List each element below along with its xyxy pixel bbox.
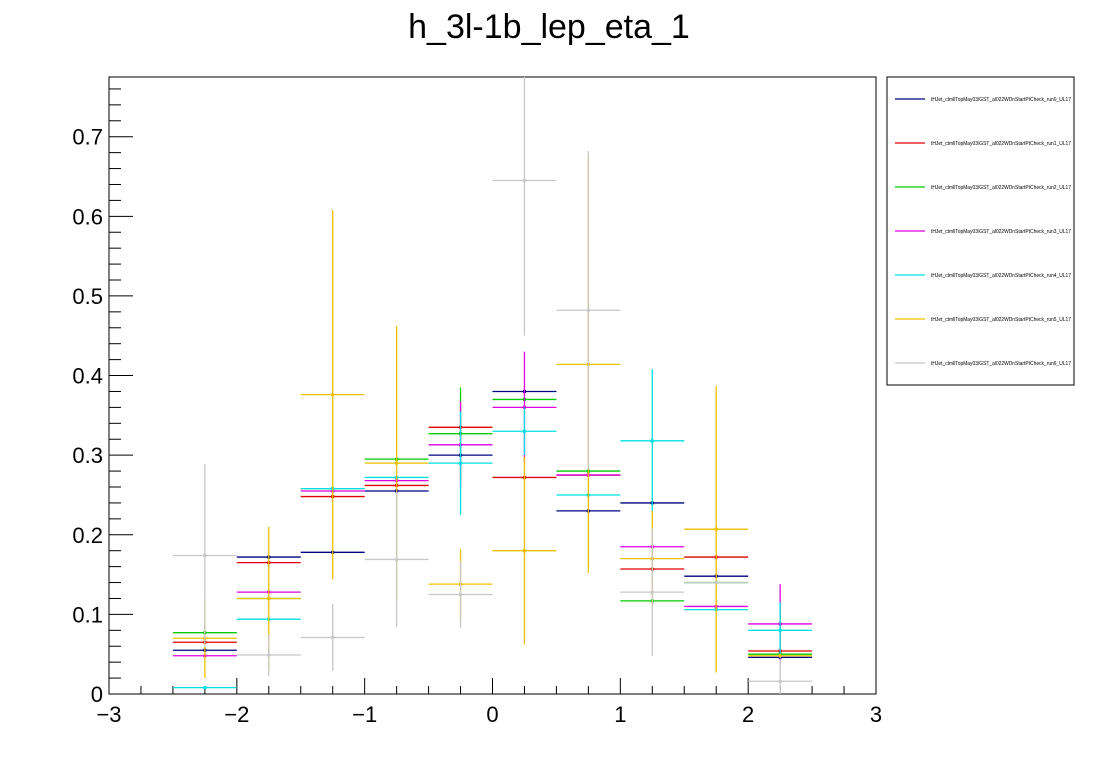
- data-point: [394, 461, 399, 465]
- x-tick-label: 1: [614, 702, 626, 727]
- data-point: [522, 429, 527, 434]
- data-point: [458, 592, 463, 597]
- legend-entry-label: tHJet_ctmllTopMay03/GST_al022WDnStartPtC…: [931, 185, 1071, 191]
- data-point: [778, 628, 782, 633]
- x-tick-label: −3: [96, 702, 121, 727]
- y-tick-label: 0.5: [72, 284, 103, 309]
- y-tick-label: 0.6: [72, 204, 103, 229]
- axes: −3 −2 −1 0 1 2 3 0 0.1 0.2 0.3 0.4 0.5 0.6 0.7: [72, 76, 882, 727]
- series-layer: [172, 77, 813, 694]
- data-point: [458, 461, 463, 465]
- data-point: [266, 596, 271, 601]
- x-tick-label: −1: [352, 702, 377, 727]
- legend: tHJet_ctmllTopMay03/GST_al022WDnStartPtC…: [886, 76, 1075, 386]
- y-tick-label: 0: [91, 682, 103, 707]
- y-tick-label: 0.1: [72, 602, 103, 627]
- data-point: [522, 178, 527, 183]
- data-point: [394, 557, 399, 562]
- data-point: [266, 653, 271, 657]
- data-point: [714, 580, 719, 585]
- data-point: [330, 635, 335, 640]
- legend-entry-label: tHJet_ctmllTopMay03/GST_al022WDnStartPtC…: [931, 97, 1071, 103]
- data-point: [714, 527, 719, 532]
- series-run6: [172, 77, 813, 694]
- data-point: [330, 392, 335, 397]
- y-tick-label: 0.3: [72, 443, 103, 468]
- legend-entry-label: tHJet_ctmllTopMay03/GST_al022WDnStartPtC…: [931, 361, 1071, 367]
- x-tick-label: 2: [742, 702, 754, 727]
- data-point: [650, 439, 655, 443]
- y-tick-label: 0.2: [72, 523, 103, 548]
- x-tick-label: 3: [870, 702, 882, 727]
- legend-entry-label: tHJet_ctmllTopMay03/GST_al022WDnStartPtC…: [931, 141, 1071, 147]
- data-point: [203, 553, 207, 558]
- x-tick-label: −2: [224, 702, 249, 727]
- legend-entry-label: tHJet_ctmllTopMay03/GST_al022WDnStartPtC…: [931, 317, 1071, 323]
- data-point: [778, 653, 782, 658]
- legend-entry-label: tHJet_ctmllTopMay03/GST_al022WDnStartPtC…: [931, 229, 1071, 235]
- data-point: [203, 685, 207, 690]
- y-tick-label: 0.7: [72, 125, 103, 150]
- data-point: [586, 308, 591, 313]
- y-tick-label: 0.4: [72, 364, 103, 389]
- data-point: [650, 590, 655, 594]
- data-point: [522, 548, 527, 553]
- x-tick-label: 0: [486, 702, 498, 727]
- chart-title: h_3l-1b_lep_eta_1: [408, 8, 690, 46]
- legend-entry-label: tHJet_ctmllTopMay03/GST_al022WDnStartPtC…: [931, 273, 1071, 279]
- data-point: [778, 679, 782, 684]
